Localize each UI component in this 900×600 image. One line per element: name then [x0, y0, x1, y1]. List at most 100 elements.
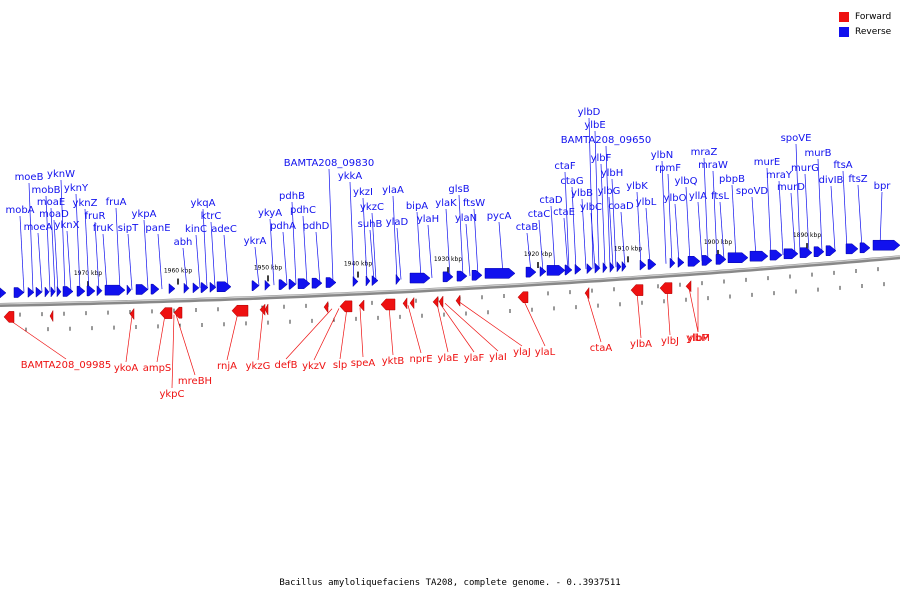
reverse-swatch [839, 26, 849, 37]
reverse-gene-arrow [0, 287, 7, 299]
forward-leader-line [313, 308, 340, 361]
reverse-leader-line [445, 208, 451, 278]
reverse-gene-arrow [192, 282, 200, 294]
reverse-leader-line [667, 173, 673, 264]
forward-gene-arrow [455, 294, 461, 307]
reverse-leader-line [790, 192, 796, 255]
reverse-gene-label: ktrC [201, 211, 222, 222]
reverse-gene-arrow [216, 281, 232, 293]
reverse-gene-arrow [539, 266, 547, 278]
reverse-gene-label: ykzC [360, 202, 384, 213]
reverse-leader-line [498, 221, 504, 275]
reverse-gene-arrow [62, 286, 74, 297]
reverse-leader-line [282, 231, 288, 285]
reverse-gene-arrow [288, 279, 297, 290]
reverse-leader-line [50, 207, 56, 292]
forward-gene-arrow [402, 297, 408, 310]
reverse-leader-line [102, 233, 108, 291]
reverse-gene-label: fruA [106, 197, 127, 208]
reverse-gene-label: ylbQ [675, 176, 698, 187]
forward-leader-line [171, 314, 175, 389]
reverse-leader-line [588, 117, 594, 269]
reverse-leader-line [712, 170, 718, 261]
reverse-gene-label: pdhD [303, 221, 330, 232]
reverse-gene-label: BAMTA208_09830 [284, 158, 374, 169]
reverse-gene-label: ctaC [528, 209, 551, 220]
forward-leader-line [436, 303, 449, 353]
reverse-gene-label: panE [145, 223, 170, 234]
reverse-leader-line [719, 201, 725, 260]
reverse-gene-label: sipT [118, 223, 139, 234]
reverse-leader-line [538, 219, 544, 272]
forward-leader-line [407, 305, 422, 354]
reverse-gene-arrow [395, 273, 401, 286]
reverse-leader-line [349, 181, 355, 282]
reverse-gene-arrow [639, 259, 647, 271]
forward-leader-line [257, 311, 264, 361]
reverse-gene-label: ctaG [560, 176, 583, 187]
reverse-leader-line [458, 194, 464, 277]
forward-gene-label: slp [333, 360, 347, 371]
reverse-gene-arrow [264, 279, 271, 291]
forward-gene-label: ylaF [464, 353, 485, 364]
reverse-leader-line [526, 232, 532, 273]
reverse-gene-label: murD [777, 182, 805, 193]
reverse-leader-line [115, 207, 121, 291]
reverse-leader-line [143, 219, 149, 290]
reverse-gene-arrow [564, 264, 573, 276]
reverse-gene-arrow [727, 252, 749, 263]
tick-label: 1960 kbp [164, 268, 192, 275]
reverse-gene-label: murE [754, 157, 781, 168]
reverse-leader-line [416, 211, 422, 279]
reverse-gene-arrow [715, 254, 727, 265]
reverse-gene-label: murG [791, 163, 819, 174]
reverse-gene-label: ylaN [455, 213, 477, 224]
reverse-leader-line [571, 186, 577, 270]
reverse-leader-line [195, 234, 201, 288]
reverse-gene-label: pdhB [279, 191, 305, 202]
reverse-leader-line [645, 207, 651, 265]
reverse-gene-label: ylaH [417, 214, 439, 225]
forward-gene-label: mreBH [178, 376, 212, 387]
reverse-gene-label: pdhC [290, 205, 316, 216]
reverse-gene-arrow [96, 285, 103, 297]
reverse-gene-arrow [86, 285, 96, 297]
reverse-leader-line [731, 184, 737, 259]
reverse-gene-label: ctaE [553, 207, 575, 218]
reverse-gene-arrow [352, 275, 359, 288]
reverse-gene-label: ctaD [539, 195, 563, 206]
reverse-gene-arrow [813, 246, 825, 257]
reverse-leader-line [620, 211, 626, 267]
reverse-gene-label: ykkA [338, 171, 363, 182]
forward-gene-label: ampS [143, 363, 172, 374]
forward-gene-label: rnjA [217, 361, 237, 372]
backbone-highlight [0, 255, 900, 305]
reverse-gene-label: moaD [39, 209, 69, 220]
reverse-leader-line [661, 160, 667, 264]
reverse-gene-label: ylbF [591, 153, 612, 164]
reverse-leader-line [302, 215, 308, 284]
forward-leader-line [226, 312, 239, 361]
reverse-leader-line [362, 197, 368, 282]
reverse-gene-arrow [799, 247, 813, 258]
reverse-gene-label: yknX [55, 220, 80, 231]
reverse-leader-line [396, 227, 402, 280]
reverse-gene-arrow [859, 242, 871, 254]
reverse-gene-label: mraZ [691, 147, 718, 158]
reverse-gene-label: BAMTA208_09650 [561, 135, 651, 146]
reverse-leader-line [37, 232, 43, 293]
genome-backbone [0, 255, 900, 307]
reverse-gene-label: moeA [24, 222, 53, 233]
reverse-leader-line [857, 184, 863, 249]
forward-leader-line [359, 307, 364, 358]
forward-leader-line [156, 314, 166, 363]
forward-leader-line [522, 298, 546, 347]
forward-swatch [839, 11, 849, 22]
forward-gene-label: ylaE [437, 353, 458, 364]
reverse-gene-arrow [471, 270, 483, 281]
forward-leader-line [688, 288, 699, 333]
reverse-leader-line [269, 218, 275, 286]
reverse-gene-label: yknY [64, 183, 89, 194]
forward-gene-track: BAMTA208_09985 ykoA ampS ykpC mreBH rnjA ykzG d… [3, 280, 710, 400]
reverse-leader-line [697, 201, 703, 262]
